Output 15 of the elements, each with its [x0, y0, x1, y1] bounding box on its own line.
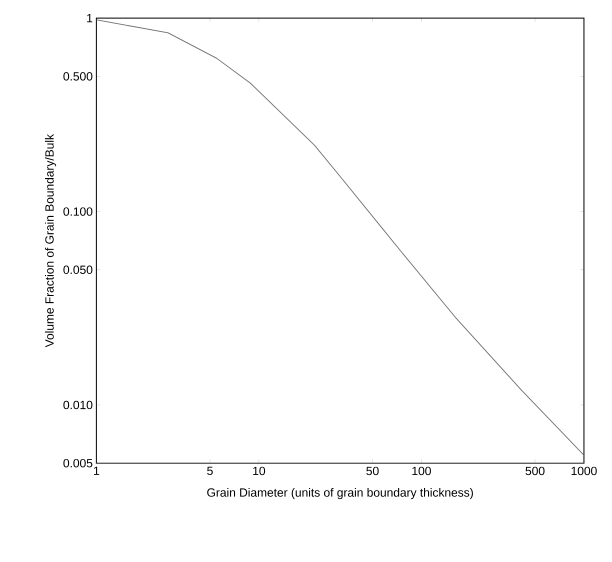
y-tick-label: 0.500	[63, 72, 92, 81]
x-tick-label: 10	[253, 466, 266, 476]
y-tick-label: 0.100	[63, 207, 92, 216]
y-tick-label: 0.010	[63, 400, 92, 410]
y-tick-label: 1	[87, 14, 92, 22]
x-tick-label: 1000	[572, 466, 597, 476]
y-tick-label: 0.050	[63, 266, 92, 274]
x-tick-label: 1	[94, 466, 100, 475]
y-axis-title: Volume Fraction of Grain Boundary/Bulk	[44, 134, 56, 348]
x-tick-label: 5	[207, 466, 213, 475]
y-tick-label: 0.005	[63, 458, 92, 468]
x-tick-label: 100	[412, 466, 431, 476]
x-tick-label: 500	[526, 466, 545, 476]
x-axis-title: Grain Diameter (units of grain boundary thickness)	[207, 488, 473, 500]
x-tick-label: 50	[366, 466, 379, 476]
